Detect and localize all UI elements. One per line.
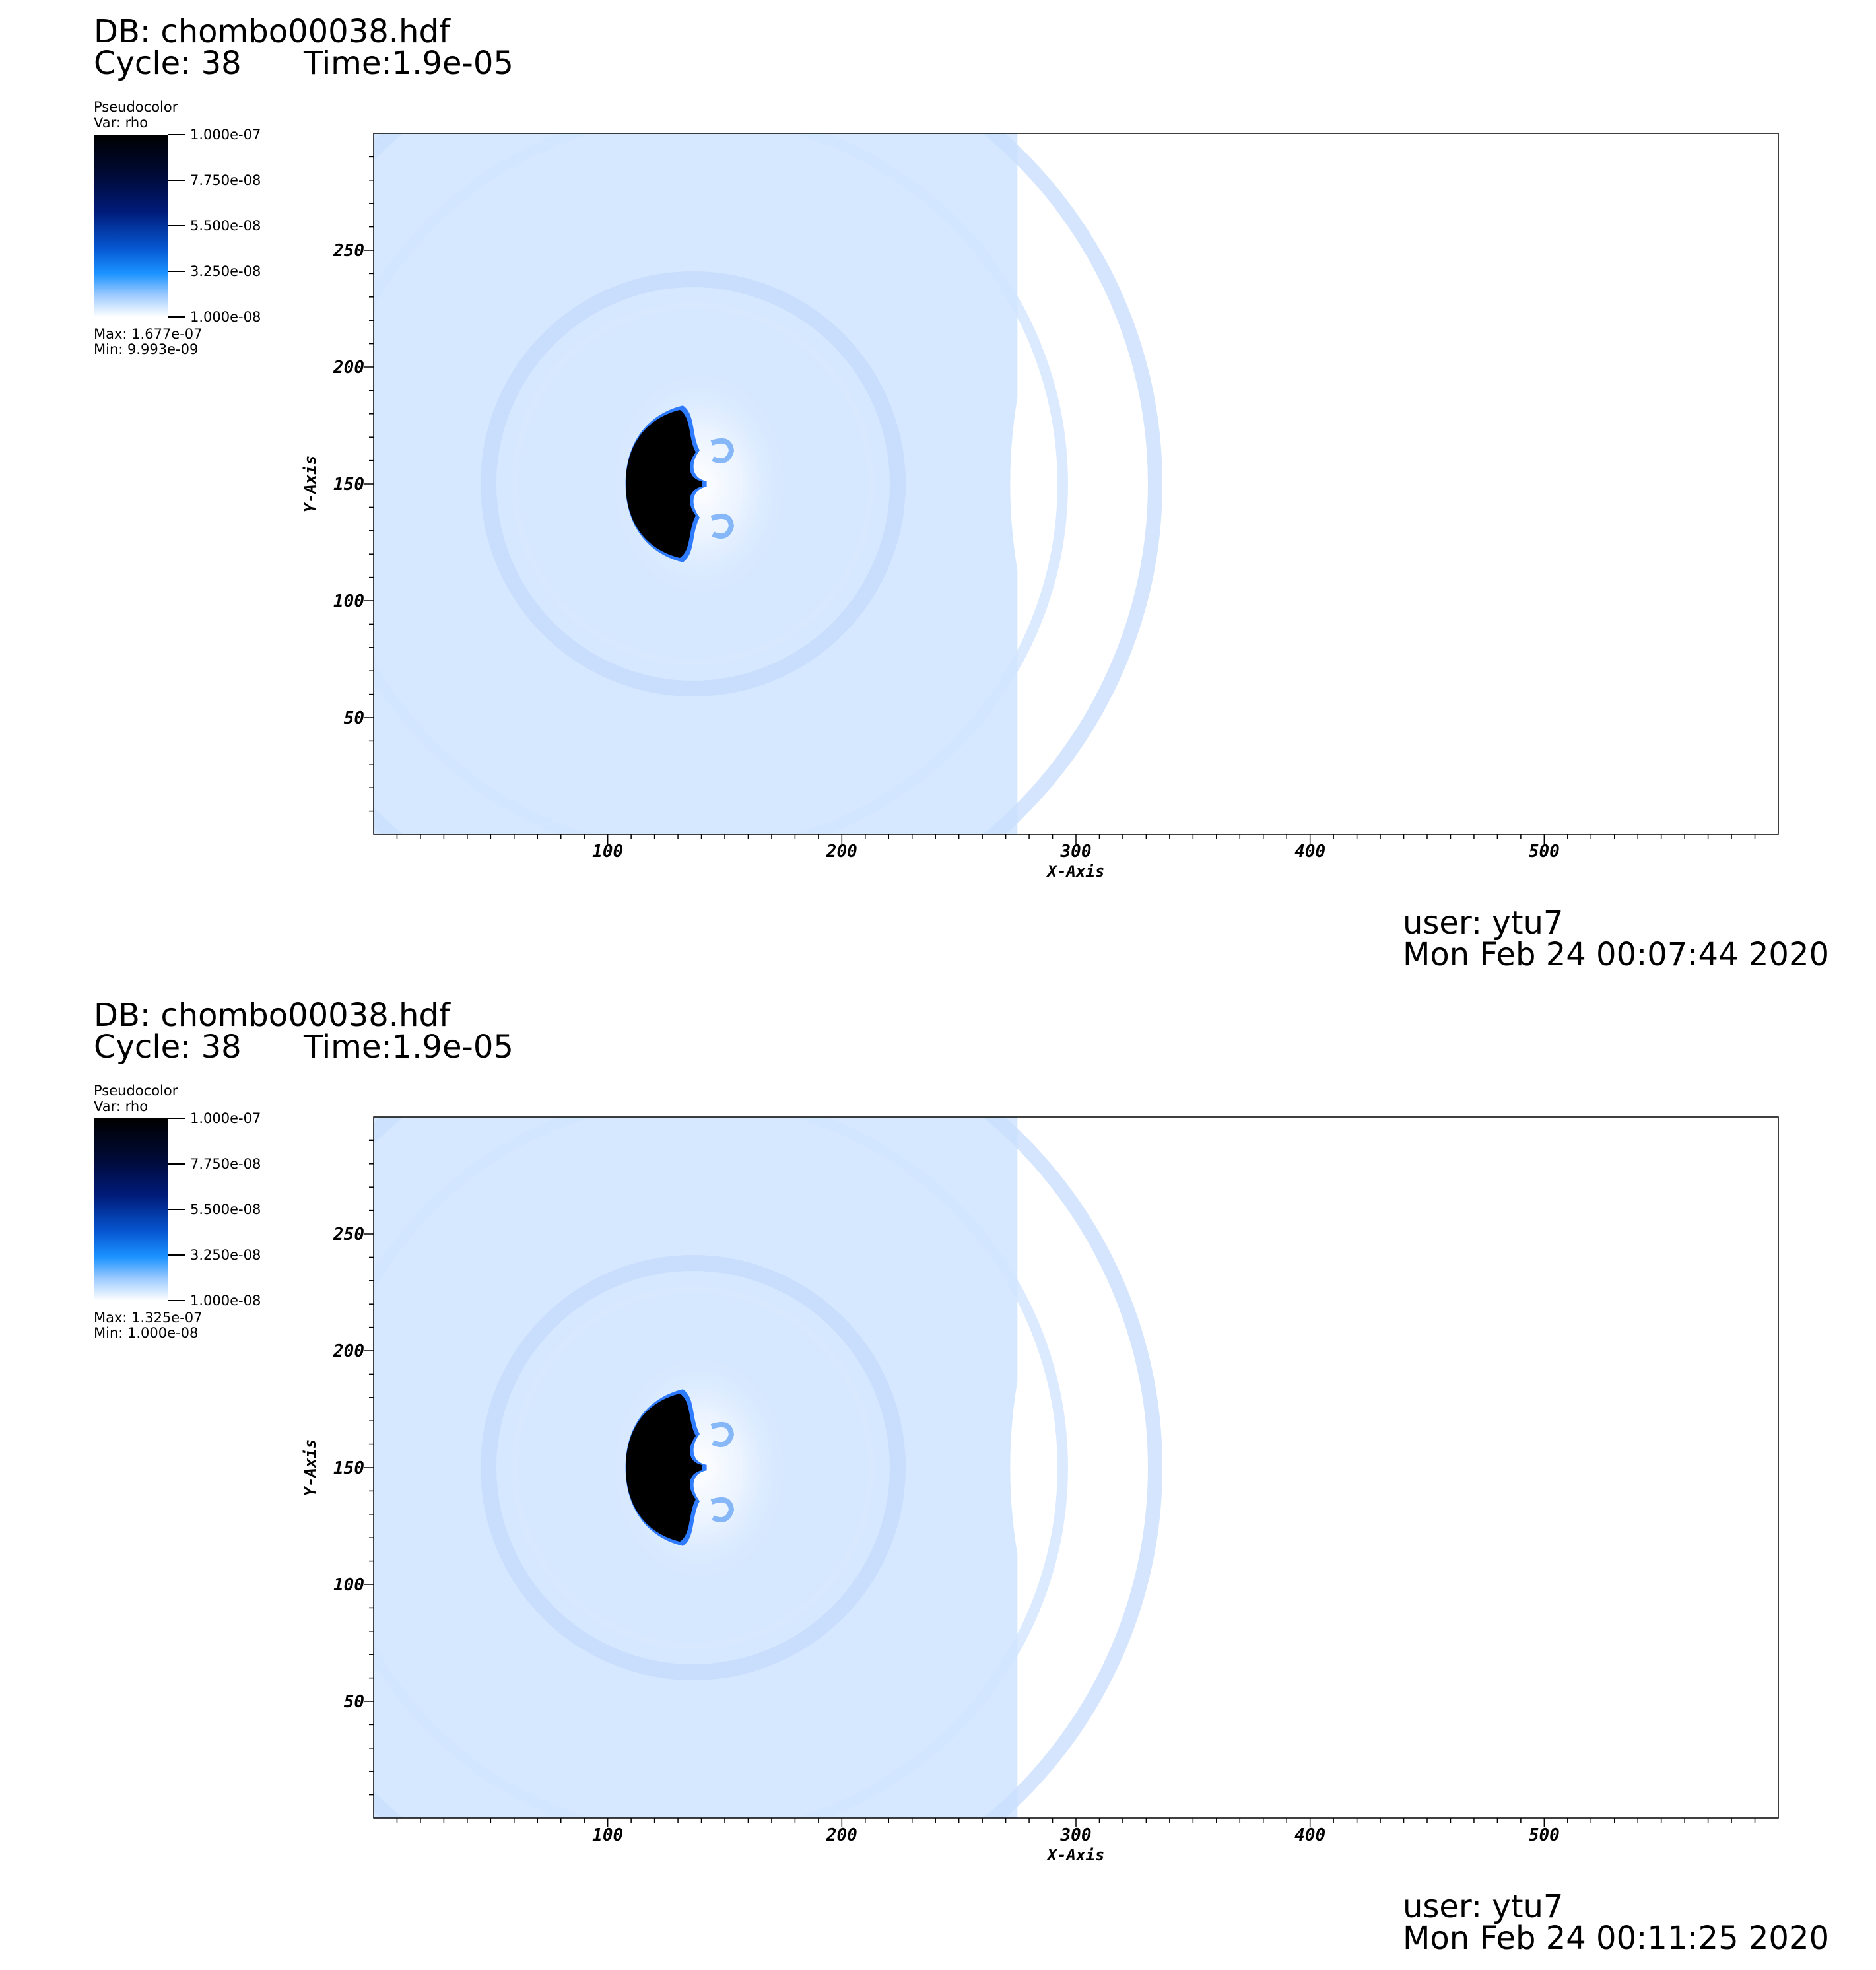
colorbar-tick <box>168 1300 185 1301</box>
y-tick-label: 50 <box>344 1692 364 1712</box>
pseudocolor-plot: 100 200 300 400 500 50 100 150 200 250 X-Axis Y-Axi… <box>301 133 1779 881</box>
x-tick-label: 500 <box>1529 842 1560 862</box>
density-field <box>374 1117 1162 1818</box>
colorbar-tick <box>168 316 185 318</box>
user-label: user: ytu7 <box>1403 904 1564 941</box>
y-axis-title: Y-Axis <box>301 456 319 513</box>
y-tick-label: 100 <box>333 1575 364 1595</box>
shock-shell <box>374 133 1068 834</box>
colorbar <box>94 135 168 317</box>
colorbar-tick-label: 7.750e-08 <box>190 172 261 188</box>
shock-shell <box>480 1255 906 1680</box>
y-tick-label: 100 <box>333 592 364 611</box>
x-axis-title: X-Axis <box>1046 1846 1105 1864</box>
y-tick-label: 150 <box>333 475 364 494</box>
x-tick-label: 300 <box>1060 1825 1092 1845</box>
x-tick-label: 100 <box>592 842 623 862</box>
y-tick-label: 150 <box>333 1458 364 1478</box>
vortex-curl <box>710 514 735 539</box>
cycle-time-line: Cycle: 38 Time:1.9e-05 <box>94 45 514 82</box>
colorbar-tick <box>168 271 185 272</box>
y-tick-label: 200 <box>333 358 364 378</box>
colorbar-tick <box>168 225 185 226</box>
y-tick-label: 200 <box>333 1342 364 1361</box>
shock-shell <box>511 302 875 665</box>
time-label: Time:1.9e-05 <box>304 45 514 82</box>
shock-shell <box>374 1117 1068 1818</box>
colorbar-tick-label: 1.000e-07 <box>190 127 261 143</box>
shock-shell <box>511 1286 875 1649</box>
colorbar-tick-label: 1.000e-08 <box>190 309 261 325</box>
colorbar <box>94 1118 168 1301</box>
shock-shell <box>374 1117 1162 1818</box>
density-field <box>374 133 1162 834</box>
database-title: DB: chombo00038.hdf <box>94 13 450 50</box>
database-title: DB: chombo00038.hdf <box>94 997 450 1034</box>
colorbar-tick-label: 5.500e-08 <box>190 1202 261 1217</box>
visit-plot-panel-1: DB: chombo00038.hdf Cycle: 38 Time:1.9e-… <box>94 13 1830 973</box>
x-tick-label: 200 <box>826 1825 857 1845</box>
y-axis-title: Y-Axis <box>301 1439 319 1497</box>
date-label: Mon Feb 24 00:07:44 2020 <box>1403 936 1830 973</box>
colorbar-tick <box>168 1254 185 1256</box>
colorbar-tick <box>168 1163 185 1165</box>
colorbar-tick-label: 7.750e-08 <box>190 1156 261 1172</box>
time-label: Time:1.9e-05 <box>304 1029 514 1066</box>
colorbar-tick <box>168 180 185 181</box>
cycle-label: Cycle: 38 <box>94 45 242 82</box>
dense-cloud-core <box>625 1394 702 1542</box>
x-tick-label: 400 <box>1294 1825 1325 1845</box>
colorbar-tick-label: 3.250e-08 <box>190 263 261 279</box>
x-tick-label: 200 <box>826 842 857 862</box>
colorbar-tick <box>168 1118 185 1119</box>
visit-plot-panel-2: DB: chombo00038.hdf Cycle: 38 Time:1.9e-… <box>0 984 1876 1969</box>
colorbar-tick <box>168 1209 185 1210</box>
colorbar-tick <box>168 134 185 135</box>
legend-plot-type: Pseudocolor <box>94 1083 178 1099</box>
vortex-curl <box>710 438 735 463</box>
legend-plot-type: Pseudocolor <box>94 99 178 115</box>
colorbar-tick-label: 3.250e-08 <box>190 1247 261 1263</box>
legend-max: Max: 1.677e-07 <box>94 326 203 342</box>
colorbar-tick-label: 1.000e-08 <box>190 1293 261 1308</box>
dense-cloud-core <box>625 410 702 558</box>
user-label: user: ytu7 <box>1403 1888 1564 1925</box>
x-tick-label: 100 <box>592 1825 623 1845</box>
x-axis-title: X-Axis <box>1046 862 1105 881</box>
x-tick-label: 300 <box>1060 842 1092 862</box>
x-tick-label: 500 <box>1529 1825 1560 1845</box>
date-label: Mon Feb 24 00:11:25 2020 <box>1403 1920 1830 1957</box>
colorbar-tick-label: 1.000e-07 <box>190 1110 261 1126</box>
legend-variable: Var: rho <box>94 115 149 131</box>
colorbar-tick-label: 5.500e-08 <box>190 218 261 234</box>
shock-shell <box>374 133 1162 834</box>
legend-min: Min: 1.000e-08 <box>94 1325 199 1341</box>
vortex-curl <box>710 1497 735 1522</box>
y-tick-label: 250 <box>333 1225 364 1244</box>
legend-min: Min: 9.993e-09 <box>94 341 199 357</box>
pseudocolor-plot: 100 200 300 400 500 50 100 150 200 250 X-Axis Y-Axi… <box>301 1116 1779 1864</box>
y-tick-label: 50 <box>344 708 364 728</box>
shock-shell <box>480 271 906 696</box>
legend-variable: Var: rho <box>94 1099 149 1114</box>
vortex-curl <box>710 1422 735 1447</box>
cycle-label: Cycle: 38 <box>94 1029 242 1066</box>
cycle-time-line: Cycle: 38 Time:1.9e-05 <box>94 1029 514 1066</box>
x-tick-label: 400 <box>1294 842 1325 862</box>
y-tick-label: 250 <box>333 241 364 261</box>
legend-max: Max: 1.325e-07 <box>94 1310 203 1326</box>
